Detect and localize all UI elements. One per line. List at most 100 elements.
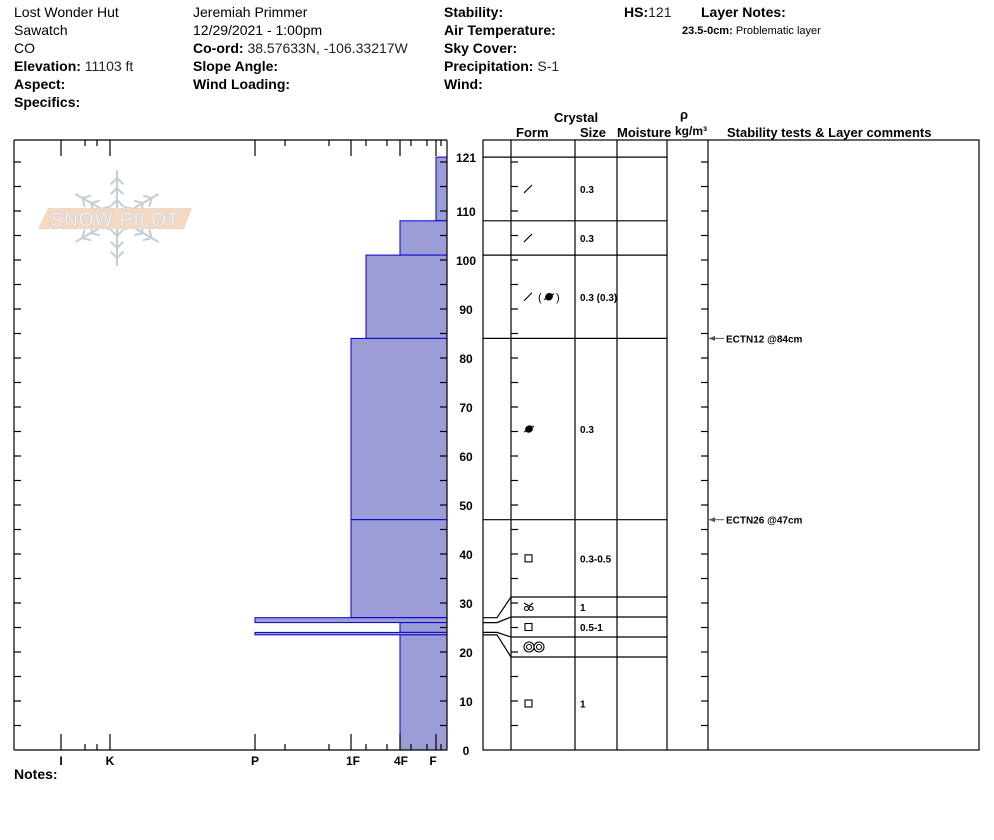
layer-notes-label: Layer Notes:	[701, 4, 786, 20]
flake-branch	[116, 187, 125, 196]
hardness-bar	[254, 617, 448, 624]
stability-test-label: ECTN26 @47cm	[726, 516, 803, 527]
location-name: Lost Wonder Hut	[14, 4, 119, 20]
coord-label: Co-ord:	[193, 40, 244, 56]
flake-branch	[90, 199, 100, 204]
melt-icon	[533, 641, 545, 653]
wind-label: Wind:	[444, 76, 483, 92]
precipitation: Precipitation: S-1	[444, 57, 559, 75]
flake-branch	[134, 199, 144, 204]
faceted-icon	[524, 699, 533, 708]
decomposing-icon	[523, 292, 533, 302]
paren: (	[538, 292, 542, 304]
stability-label: Stability:	[444, 4, 504, 20]
state-name: CO	[14, 40, 35, 56]
notes-label: Notes:	[14, 766, 58, 782]
hardness-tick-label: 4F	[394, 754, 408, 768]
depth-tick-label: 40	[459, 548, 473, 562]
hardness-bar	[365, 254, 448, 339]
depth-tick-label: 30	[459, 597, 473, 611]
col-size: Size	[580, 125, 607, 140]
faceted-icon	[524, 554, 533, 563]
layer-note-range: 23.5-0cm:	[682, 25, 733, 37]
depth-tick-label: 80	[459, 352, 473, 366]
flake-branch	[116, 250, 125, 259]
flake-branch	[82, 194, 92, 199]
layer-note: 23.5-0cm: Problematic layer	[682, 22, 821, 40]
depth-tick-label: 70	[459, 401, 473, 415]
flake-branch	[109, 240, 118, 249]
melt-icon	[523, 641, 535, 653]
hs: HS:121	[624, 3, 671, 21]
hardness-bar	[399, 220, 448, 256]
coord-value: 38.57633N, -106.33217W	[247, 40, 408, 56]
decomposing-icon	[523, 233, 533, 243]
precip-label: Precipitation:	[444, 58, 534, 74]
hardness-bar	[350, 519, 448, 619]
depth-tick-label: 50	[459, 499, 473, 513]
flake-branch	[116, 228, 125, 237]
rounded-icon	[523, 425, 535, 433]
logo-text: SNOW PILOT	[50, 210, 179, 231]
depth-tick-label: 10	[459, 695, 473, 709]
crystal-size: 0.3	[580, 185, 594, 196]
hardness-bar	[399, 622, 448, 633]
rounded-icon-line	[543, 293, 555, 301]
dh-c	[528, 605, 534, 612]
hs-value: 121	[648, 4, 672, 20]
flake-branch	[109, 177, 118, 186]
flake-branch	[109, 187, 118, 196]
arrow-head-icon	[709, 517, 715, 523]
faceted-icon	[524, 699, 533, 708]
hardness-tick-label: I	[59, 754, 62, 768]
layer-connector	[483, 631, 512, 638]
layer-connector	[483, 634, 512, 658]
crystal-size: 1	[580, 603, 586, 614]
layer-connector	[483, 596, 512, 619]
decomposing-icon	[523, 184, 533, 194]
depth-tick-label: 20	[459, 646, 473, 660]
depth-tick-label: 60	[459, 450, 473, 464]
flake-branch	[134, 232, 144, 237]
depth-tick-label: 121	[456, 151, 476, 165]
elevation: Elevation: 11103 ft	[14, 57, 133, 75]
faceted-icon	[524, 554, 533, 563]
rounded-icon-line	[523, 425, 535, 433]
depth-tick-label: 100	[456, 254, 476, 268]
flake-branch	[142, 237, 152, 242]
elevation-value: 11103 ft	[84, 58, 134, 74]
faceted-icon	[524, 622, 533, 632]
layer-note-text: Problematic layer	[735, 25, 821, 37]
flake-branch	[109, 199, 118, 208]
coord: Co-ord: 38.57633N, -106.33217W	[193, 39, 408, 57]
paren: )	[556, 292, 560, 304]
hardness-bar	[350, 337, 448, 521]
arrow-head-icon	[709, 335, 715, 341]
hardness-tick-label: F	[429, 754, 436, 768]
flake-branch	[116, 199, 125, 208]
specifics-label: Specifics:	[14, 94, 81, 110]
col-density: kg/m³	[675, 124, 708, 138]
snowpilot-logo: SNOW PILOT	[38, 170, 192, 266]
depth-hoar-icon	[523, 602, 534, 607]
crystal-size: 0.3 (0.3)	[580, 293, 617, 304]
aspect-label: Aspect:	[14, 76, 66, 92]
flake-branch	[109, 228, 118, 237]
wind-loading-label: Wind Loading:	[193, 76, 291, 92]
crystal-size: 0.3	[580, 425, 594, 436]
observer: Jeremiah Primmer	[193, 4, 308, 20]
depth-tick-label: 110	[456, 205, 476, 219]
flake-branch	[109, 250, 118, 259]
hardness-tick-label: K	[106, 754, 115, 768]
decomposing-rounded-icon: ()	[523, 292, 560, 304]
melt-cluster-icon	[523, 641, 545, 653]
hardness-tick-label: 1F	[346, 754, 360, 768]
faceted-icon	[524, 622, 533, 632]
range-name: Sawatch	[14, 22, 68, 38]
flake-branch	[116, 240, 125, 249]
hardness-bar	[399, 634, 448, 751]
flake-branch	[148, 229, 153, 239]
hardness-tick-label: P	[251, 754, 259, 768]
flake-branch	[90, 232, 100, 237]
